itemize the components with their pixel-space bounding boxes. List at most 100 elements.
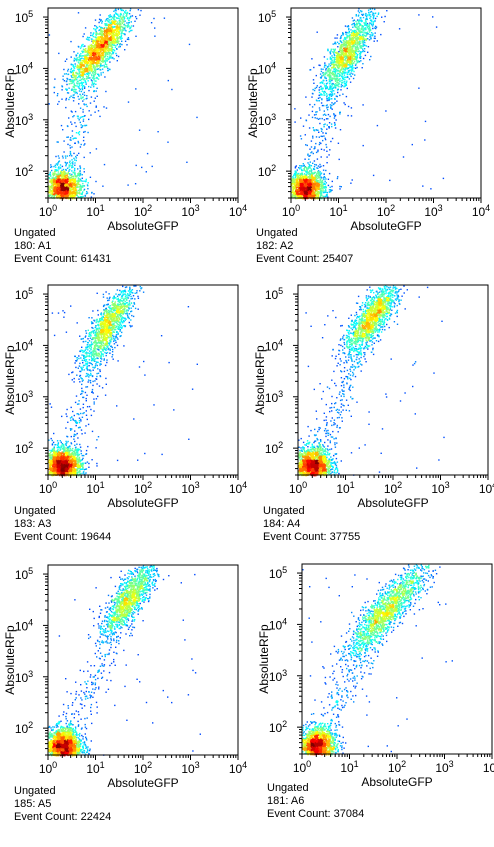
event-point	[85, 54, 87, 57]
event-point	[88, 118, 90, 121]
event-point	[113, 33, 115, 35]
event-point	[310, 190, 313, 192]
event-point	[106, 18, 108, 20]
event-point	[68, 170, 70, 172]
event-point	[70, 40, 72, 43]
event-point	[92, 65, 95, 68]
event-point	[117, 38, 119, 40]
event-point	[308, 180, 310, 182]
event-point	[346, 44, 348, 47]
event-point	[93, 52, 95, 54]
event-point	[84, 143, 86, 145]
event-point	[119, 26, 121, 28]
event-point	[67, 190, 70, 192]
event-point	[70, 63, 72, 66]
event-point	[79, 172, 82, 174]
event-point	[83, 57, 86, 59]
event-point	[317, 182, 319, 185]
event-point	[316, 177, 318, 180]
event-point	[97, 37, 99, 40]
event-point	[118, 27, 120, 30]
event-point	[313, 166, 316, 168]
event-point	[116, 35, 118, 37]
event-point	[101, 60, 103, 63]
event-point	[316, 172, 318, 174]
event-point	[62, 75, 64, 77]
event-point	[90, 86, 92, 88]
event-point	[74, 181, 76, 184]
event-point	[85, 48, 87, 50]
event-point	[327, 67, 329, 70]
event-point	[73, 60, 75, 62]
event-point	[302, 175, 305, 178]
event-point	[115, 42, 117, 44]
event-point	[311, 177, 313, 179]
event-point	[113, 49, 115, 51]
event-point	[67, 70, 69, 72]
event-point	[69, 179, 72, 181]
event-point	[62, 183, 65, 186]
event-point	[49, 173, 51, 175]
event-point	[328, 172, 331, 175]
event-point	[50, 196, 52, 198]
event-point	[325, 178, 327, 180]
event-point	[88, 57, 91, 59]
event-point	[88, 36, 91, 39]
event-point	[65, 106, 67, 109]
event-point	[110, 41, 113, 43]
event-point	[317, 172, 320, 174]
event-point	[69, 80, 71, 82]
event-point	[64, 183, 66, 186]
event-point	[65, 177, 68, 179]
event-point	[302, 192, 304, 195]
event-point	[359, 40, 361, 43]
event-point	[51, 190, 54, 192]
event-point	[319, 163, 321, 166]
event-point	[102, 61, 104, 63]
event-point	[295, 185, 297, 187]
event-point	[74, 188, 77, 191]
event-point	[98, 18, 101, 20]
event-point	[128, 17, 131, 20]
event-point	[53, 196, 55, 198]
event-point	[52, 176, 54, 178]
event-point	[53, 171, 56, 173]
event-point	[329, 83, 331, 85]
event-point	[129, 8, 132, 10]
event-point	[58, 174, 60, 176]
event-point	[121, 26, 124, 28]
event-point	[327, 196, 329, 198]
event-point	[90, 69, 93, 72]
event-point	[124, 20, 126, 22]
event-point	[306, 177, 308, 179]
event-point	[106, 50, 109, 52]
event-point	[323, 173, 325, 175]
event-point	[67, 192, 70, 194]
event-point	[66, 136, 68, 138]
event-point	[135, 35, 137, 37]
event-point	[60, 186, 62, 189]
event-point	[127, 101, 130, 103]
event-point	[109, 42, 111, 45]
event-point	[112, 39, 114, 42]
event-point	[358, 11, 361, 14]
event-point	[303, 165, 305, 167]
event-point	[57, 155, 60, 157]
event-point	[78, 103, 80, 105]
event-point	[111, 42, 113, 44]
event-point	[128, 38, 130, 41]
event-point	[57, 194, 59, 196]
event-point	[135, 88, 137, 90]
event-point	[109, 44, 111, 46]
event-point	[320, 187, 322, 189]
event-point	[73, 188, 75, 190]
event-point	[61, 179, 63, 181]
event-point	[87, 50, 89, 52]
event-point	[119, 13, 122, 15]
event-point	[94, 54, 97, 56]
event-point	[50, 190, 52, 192]
event-point	[80, 46, 82, 48]
event-point	[306, 188, 308, 191]
event-point	[107, 41, 110, 44]
event-point	[99, 32, 101, 34]
